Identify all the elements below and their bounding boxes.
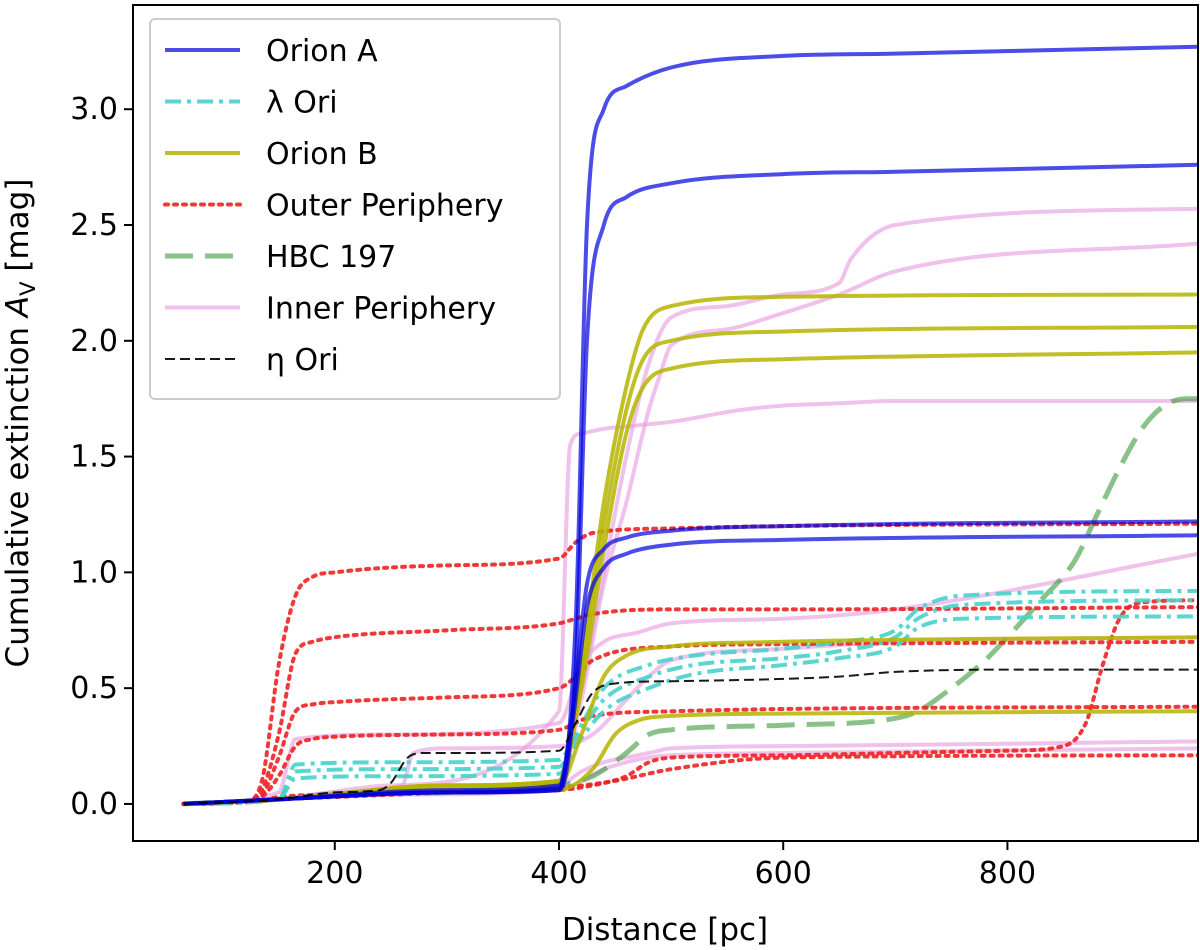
y-tick-label: 2.5 — [70, 208, 118, 243]
legend-label: Orion A — [266, 34, 378, 69]
series-line-outer-periphery-5 — [181, 598, 1198, 806]
series-layer — [181, 44, 1198, 807]
series-line-ori-2 — [183, 598, 1198, 806]
y-axis-label: Cumulative extinction AV [mag] — [0, 179, 40, 668]
series-line-outer-periphery-4 — [181, 704, 1198, 806]
x-tick-label: 800 — [979, 856, 1036, 891]
series-line-inner-periphery-4 — [183, 551, 1198, 806]
y-tick-label: 2.0 — [70, 324, 118, 359]
x-tick-label: 400 — [530, 856, 587, 891]
legend-label: Orion B — [266, 137, 378, 172]
legend: Orion A λ Ori Orion B Outer Periphery HBC 19… — [149, 18, 561, 400]
legend-box — [149, 18, 561, 400]
legend-label: η Ori — [266, 343, 339, 378]
x-axis: 200 400 600 800 — [306, 841, 1036, 891]
x-axis-label: Distance [pc] — [562, 912, 768, 948]
y-tick-label: 0.0 — [70, 787, 118, 822]
y-axis: 0.0 0.5 1.0 1.5 2.0 2.5 3.0 — [70, 92, 133, 822]
x-tick-label: 600 — [755, 856, 812, 891]
legend-label: HBC 197 — [266, 240, 396, 275]
series-line-orion-a-4 — [183, 533, 1198, 806]
y-tick-label: 1.0 — [70, 555, 118, 590]
plot-frame — [132, 4, 1199, 842]
legend-label: λ Ori — [266, 86, 338, 121]
series-line-ori-1 — [183, 668, 1198, 805]
y-tick-label: 3.0 — [70, 92, 118, 127]
y-tick-label: 0.5 — [70, 671, 118, 706]
series-line-ori-3 — [183, 614, 1198, 806]
series-line-ori-1 — [183, 588, 1198, 806]
legend-label: Inner Periphery — [266, 292, 496, 327]
series-line-outer-periphery-3 — [181, 639, 1198, 806]
legend-label: Outer Periphery — [266, 189, 503, 224]
y-tick-label: 1.5 — [70, 440, 118, 475]
series-line-outer-periphery-2 — [181, 605, 1198, 806]
x-tick-label: 200 — [306, 856, 363, 891]
